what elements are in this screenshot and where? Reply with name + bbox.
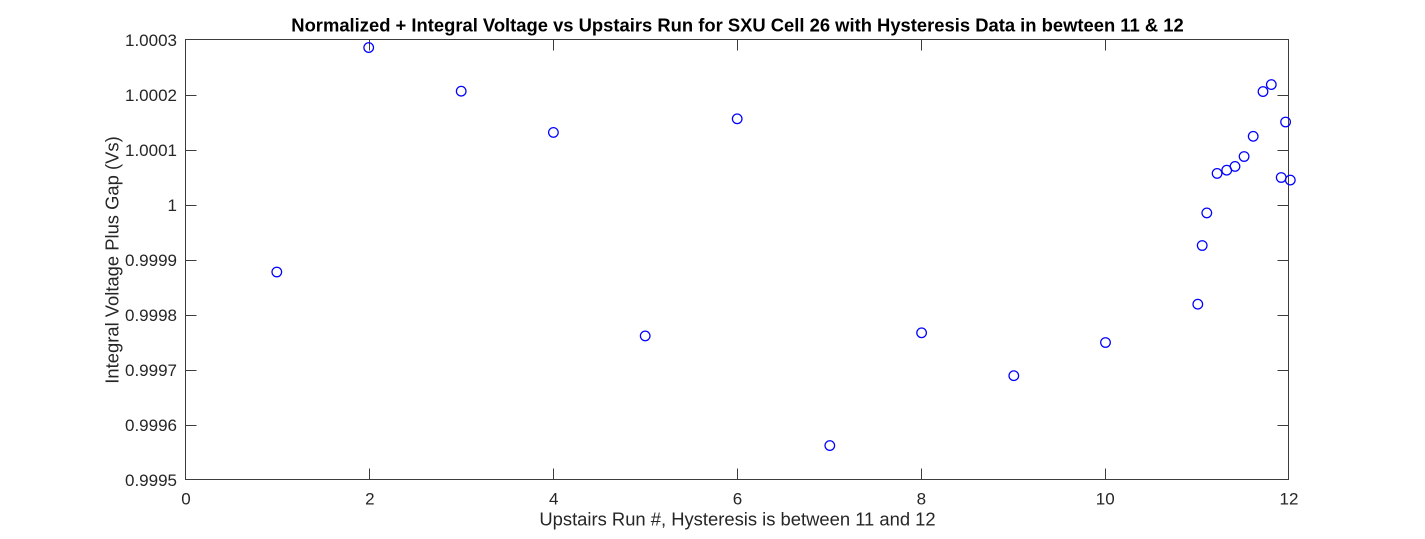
svg-text:Upstairs Run #, Hysteresis is: Upstairs Run #, Hysteresis is between 11… — [539, 508, 935, 529]
svg-text:1.0002: 1.0002 — [125, 86, 177, 105]
svg-text:1.0001: 1.0001 — [125, 141, 177, 160]
svg-text:0: 0 — [181, 490, 190, 509]
svg-text:Integral Voltage Plus Gap (Vs): Integral Voltage Plus Gap (Vs) — [102, 136, 123, 383]
svg-text:12: 12 — [1280, 490, 1299, 509]
svg-text:0.9999: 0.9999 — [125, 251, 177, 270]
svg-text:1: 1 — [168, 196, 177, 215]
svg-text:Normalized + Integral Voltage: Normalized + Integral Voltage vs Upstair… — [291, 14, 1183, 35]
svg-text:0.9997: 0.9997 — [125, 361, 177, 380]
svg-text:10: 10 — [1096, 490, 1115, 509]
svg-text:0.9998: 0.9998 — [125, 306, 177, 325]
svg-text:2: 2 — [365, 490, 374, 509]
svg-text:0.9995: 0.9995 — [125, 471, 177, 490]
svg-text:8: 8 — [917, 490, 926, 509]
svg-text:6: 6 — [733, 490, 742, 509]
svg-text:0.9996: 0.9996 — [125, 416, 177, 435]
svg-text:4: 4 — [549, 490, 558, 509]
svg-text:1.0003: 1.0003 — [125, 31, 177, 50]
